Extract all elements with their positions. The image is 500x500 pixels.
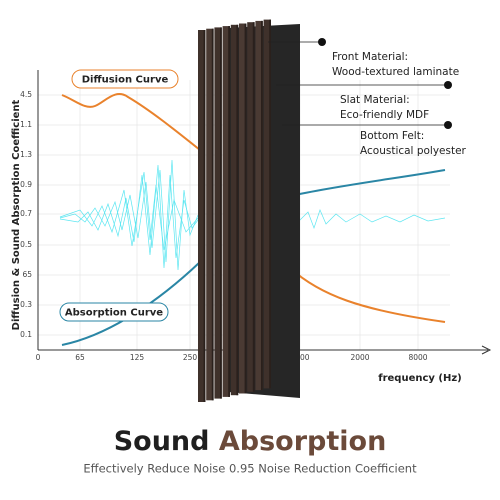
callout-lines — [268, 41, 448, 126]
y-tick-label: 0.9 — [20, 180, 32, 189]
headline-second: Absorption — [219, 426, 386, 457]
x-tick-label: 250 — [183, 353, 198, 362]
y-tick-label: 0.1 — [20, 330, 32, 339]
slat-shade — [211, 28, 214, 401]
slat-shade — [203, 30, 206, 402]
slat-shade — [269, 19, 271, 389]
x-tick-label: 2000 — [350, 353, 369, 362]
headline-first: Sound — [114, 426, 210, 457]
x-tick-label: 8000 — [408, 353, 427, 362]
callout-title: Front Material: — [332, 51, 408, 63]
absorption-label-box — [59, 302, 169, 322]
x-tick-label: 125 — [130, 353, 145, 362]
slat — [255, 20, 263, 391]
callout-text: Acoustical polyester — [360, 145, 467, 157]
y-tick-label: 0.3 — [20, 300, 32, 309]
y-tick-label: 0.5 — [20, 240, 32, 249]
slat-shade — [236, 24, 239, 396]
x-arrow — [481, 345, 492, 355]
callout-text: Eco-friendly MDF — [340, 109, 429, 121]
diffusion-label-box — [71, 69, 179, 89]
x-tick-label: 0 — [36, 353, 41, 362]
y-tick-label: 4.5 — [20, 90, 32, 99]
callout-dot — [444, 81, 452, 89]
callout-dot — [444, 121, 452, 129]
slats — [198, 19, 271, 402]
headline: Sound Absorption — [114, 426, 387, 457]
slat — [206, 28, 214, 401]
y-tick-label: 1.3 — [20, 150, 32, 159]
y-tick-label: 0.7 — [20, 209, 32, 218]
callout-text: Wood-textured laminate — [332, 66, 459, 78]
y-axis-label: Diffusion & Sound Absorption Coefficient — [11, 99, 22, 330]
noise-wave — [59, 159, 446, 271]
slat — [230, 24, 239, 396]
diffusion-curve — [61, 93, 446, 323]
slat — [263, 19, 271, 389]
callout-title: Slat Material: — [340, 94, 410, 106]
y-tick-label: 65 — [22, 270, 32, 279]
diffusion-label: Diffusion Curve — [82, 75, 169, 86]
slat-shade — [220, 27, 222, 399]
slat-shade — [261, 20, 263, 391]
slat — [222, 26, 230, 397]
x-tick-label: 1000 — [290, 353, 309, 362]
slat — [214, 27, 222, 399]
x-tick-label: 65 — [75, 353, 85, 362]
x-axis-label: frequency (Hz) — [378, 373, 462, 384]
slat-shade — [244, 23, 247, 394]
subtitle: Effectively Reduce Noise 0.95 Noise Redu… — [83, 462, 417, 476]
absorption-label: Absorption Curve — [65, 308, 163, 319]
y-tick-label: 1.1 — [20, 120, 32, 129]
slat — [247, 22, 255, 392]
slat — [198, 30, 206, 402]
slat-shade — [252, 22, 255, 392]
callout-dot — [318, 38, 326, 46]
slat — [239, 23, 247, 394]
callout-title: Bottom Felt: — [360, 130, 424, 142]
slat-shade — [228, 26, 230, 397]
ticks: 4.5 1.1 1.3 0.9 0.7 0.5 65 0.3 0.1 0 65 125 250 1000 2… — [20, 90, 428, 362]
